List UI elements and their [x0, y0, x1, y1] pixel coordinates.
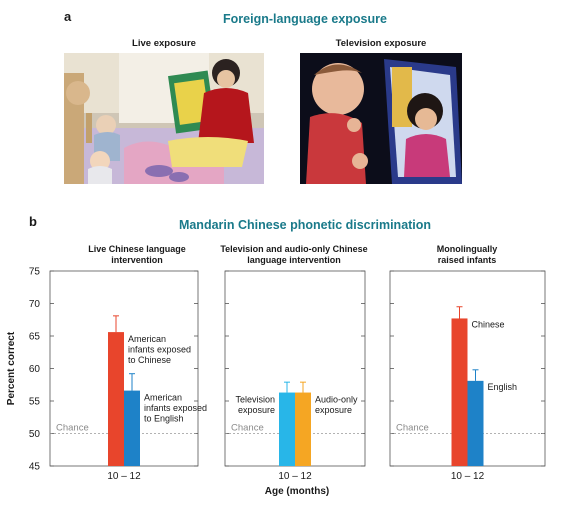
panel-b-letter: b	[29, 214, 37, 229]
x-axis-label: Age (months)	[265, 486, 329, 497]
bar	[295, 392, 311, 466]
chart-title-tv-audio: Television and audio-only Chinese langua…	[220, 244, 368, 265]
chart-title-live: Live Chinese language intervention	[88, 244, 186, 265]
bar-label: English	[488, 382, 518, 392]
y-tick-label: 65	[29, 332, 41, 343]
x-category-label: 10 – 12	[451, 471, 485, 482]
chance-label: Chance	[396, 423, 429, 434]
photo-label-live: Live exposure	[132, 38, 196, 49]
bar	[108, 332, 124, 466]
chance-label: Chance	[231, 423, 264, 434]
bar	[124, 390, 140, 466]
live-exposure-photo	[64, 53, 264, 184]
y-tick-label: 60	[29, 364, 41, 375]
bar	[279, 392, 295, 466]
panel-a-title: Foreign-language exposure	[223, 12, 387, 26]
y-tick-label: 50	[29, 429, 41, 440]
chance-label: Chance	[56, 423, 89, 434]
bar-label: American infants exposed to Chinese	[128, 334, 191, 365]
panel-a-letter: a	[64, 9, 72, 24]
x-category-label: 10 – 12	[278, 471, 312, 482]
y-tick-label: 55	[29, 397, 41, 408]
y-tick-label: 45	[29, 462, 41, 473]
television-exposure-photo	[300, 53, 462, 184]
bar-label: Audio-only exposure	[315, 395, 358, 416]
panel-b-title: Mandarin Chinese phonetic discrimination	[178, 218, 432, 232]
x-category-label: 10 – 12	[107, 471, 141, 482]
chart-title-monolingual: Monolingually raised infants	[436, 244, 498, 265]
y-tick-label: 75	[29, 267, 41, 278]
y-axis-label: Percent correct	[6, 331, 17, 405]
photo-label-television: Television exposure	[335, 38, 427, 49]
y-tick-label: 70	[29, 299, 41, 310]
bar	[451, 318, 468, 466]
bar-label: American infants exposed to English	[144, 393, 207, 424]
bar	[467, 380, 484, 466]
bar-label: Television exposure	[235, 395, 275, 416]
bar-label: Chinese	[472, 319, 505, 329]
